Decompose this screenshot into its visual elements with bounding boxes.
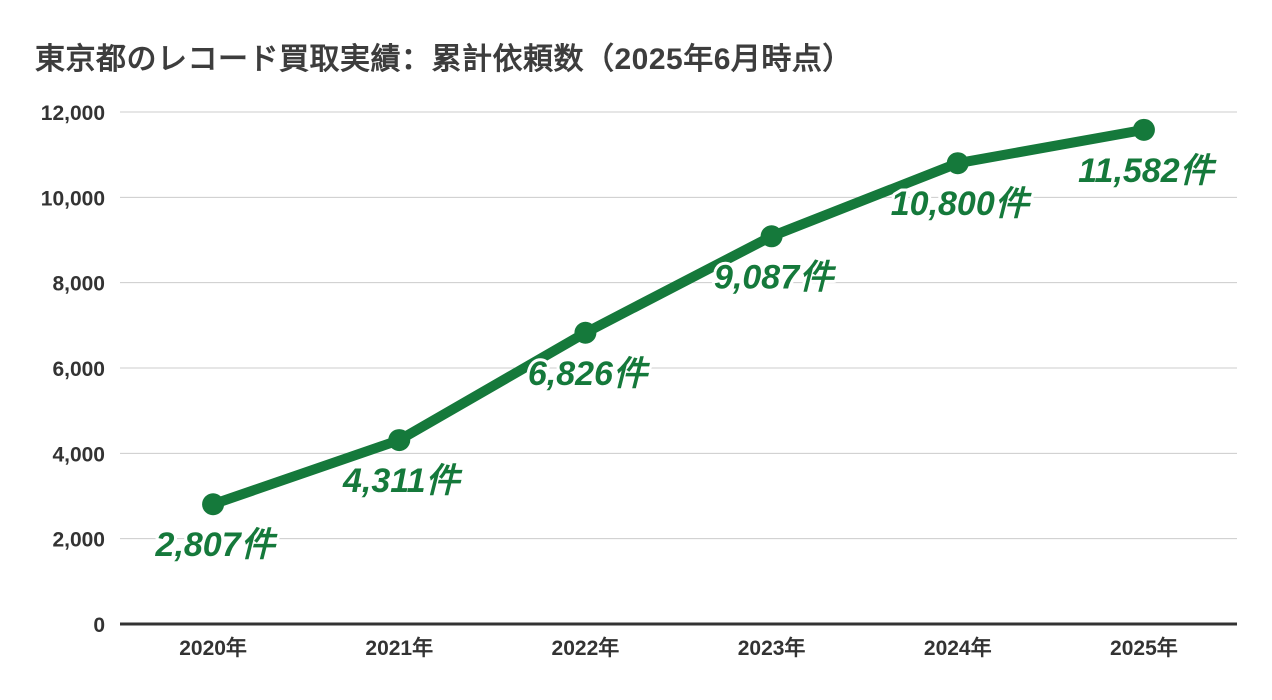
data-point-label: 9,087件	[714, 258, 837, 296]
data-point-label: 2,807件	[155, 526, 279, 564]
data-point-marker	[946, 152, 969, 175]
x-axis-tick-label: 2021年	[365, 636, 433, 660]
x-axis-tick-label: 2024年	[924, 636, 992, 660]
data-point-label: 6,826件	[528, 355, 651, 393]
series-line	[208, 124, 1149, 510]
x-axis-tick-label: 2020年	[179, 636, 247, 660]
data-point-marker	[574, 321, 597, 344]
x-axis-tick-label: 2025年	[1110, 636, 1178, 660]
y-axis-tick-label: 4,000	[52, 443, 105, 466]
x-axis-tick-label: 2023年	[738, 636, 806, 660]
data-point-marker	[388, 429, 411, 452]
data-point-marker	[1132, 118, 1155, 141]
y-axis-tick-label: 2,000	[52, 529, 105, 552]
chart-title: 東京都のレコード買取実績：累計依頼数（2025年6月時点）	[35, 43, 853, 76]
y-axis-tick-label: 6,000	[52, 358, 105, 381]
data-point-label: 4,311件	[342, 462, 464, 500]
y-axis-tick-label: 12,000	[41, 102, 105, 125]
data-point-marker	[760, 225, 783, 248]
data-point-label: 10,800件	[891, 185, 1033, 223]
y-axis-tick-label: 8,000	[52, 273, 105, 296]
data-point-marker	[202, 493, 225, 516]
y-axis-tick-label: 10,000	[41, 187, 105, 210]
data-point-label: 11,582件	[1078, 152, 1217, 190]
x-axis-tick-label: 2022年	[552, 636, 620, 660]
y-axis-tick-label: 0	[93, 614, 105, 637]
